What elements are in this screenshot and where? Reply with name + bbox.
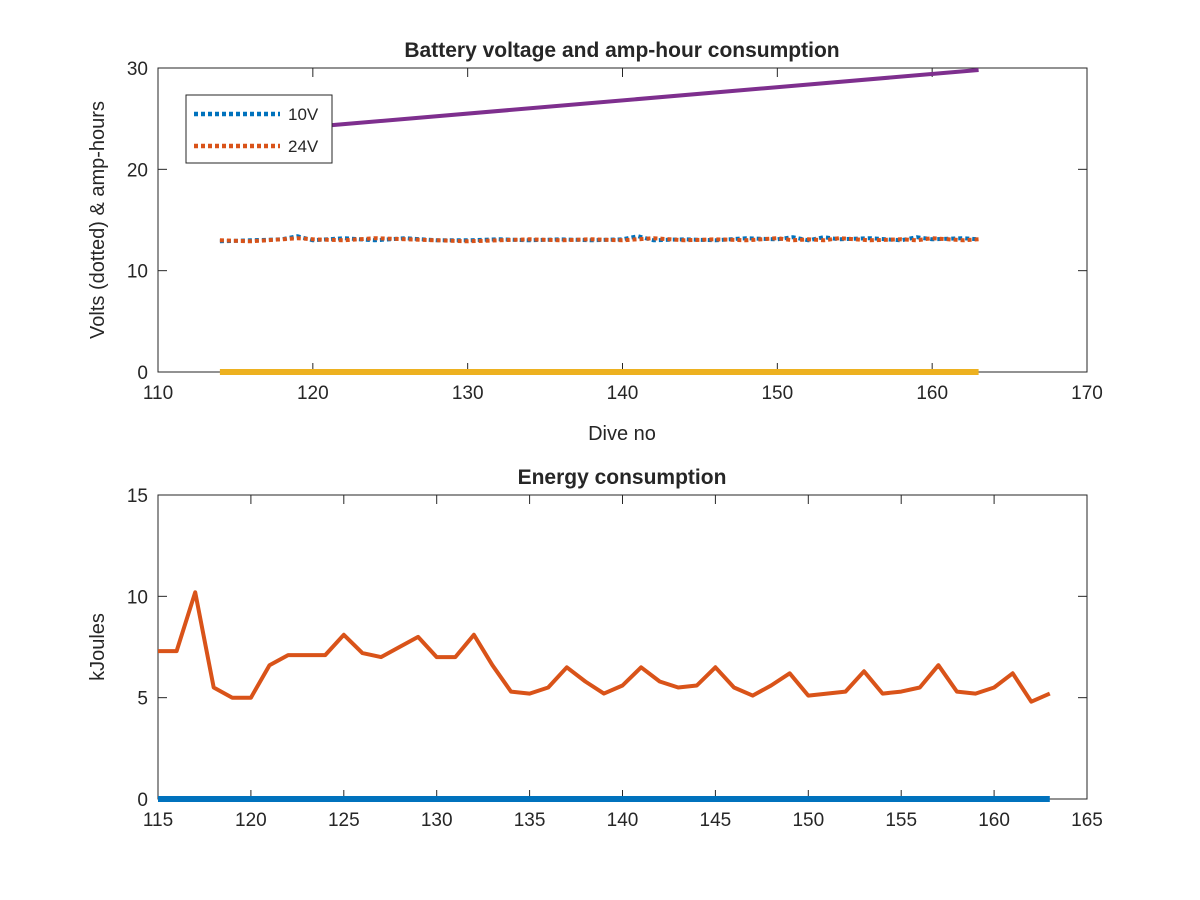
voltage-x-tick-label: 130	[452, 383, 484, 404]
energy-x-tick-label: 155	[885, 810, 917, 831]
voltage-series-line-2	[312, 68, 979, 129]
voltage-series-line-1	[219, 236, 979, 244]
energy-series-line-0	[158, 590, 1051, 704]
voltage-x-tick-label: 140	[607, 383, 639, 404]
voltage-x-tick-label: 120	[297, 383, 329, 404]
energy-x-tick-label: 160	[978, 810, 1010, 831]
energy-chart-title: Energy consumption	[518, 466, 727, 489]
energy-x-tick-label: 145	[700, 810, 732, 831]
voltage-chart-title: Battery voltage and amp-hour consumption	[404, 39, 839, 62]
energy-y-axis-label: kJoules	[87, 613, 109, 681]
legend-label-24v: 24V	[288, 137, 319, 156]
energy-x-tick-label: 125	[328, 810, 360, 831]
energy-series-lines	[158, 590, 1051, 802]
voltage-x-tick-label: 110	[143, 383, 173, 404]
voltage-y-tick-label: 30	[127, 59, 148, 80]
energy-y-tick-label: 10	[127, 587, 148, 608]
legend-box	[185, 94, 333, 164]
voltage-series-line-0	[219, 234, 979, 244]
energy-y-tick-label: 0	[137, 790, 148, 811]
energy-x-tick-label: 165	[1071, 810, 1103, 831]
voltage-x-axis-label: Dive no	[588, 423, 656, 445]
voltage-y-tick-label: 20	[127, 160, 148, 181]
voltage-y-tick-label: 0	[137, 363, 148, 384]
energy-x-tick-label: 130	[421, 810, 453, 831]
energy-x-tick-label: 135	[514, 810, 546, 831]
voltage-chart: Battery voltage and amp-hour consumption…	[87, 39, 1103, 445]
voltage-x-tick-label: 170	[1071, 383, 1103, 404]
voltage-series-lines	[219, 68, 979, 375]
energy-plot-area	[157, 494, 1088, 800]
voltage-legend: 10V 24V	[185, 94, 333, 164]
energy-x-tick-label: 150	[792, 810, 824, 831]
legend-label-10v: 10V	[288, 105, 319, 124]
voltage-y-axis-label: Volts (dotted) & amp-hours	[87, 101, 109, 339]
energy-x-tick-label: 140	[607, 810, 639, 831]
voltage-x-tick-label: 160	[916, 383, 948, 404]
energy-x-tick-label: 120	[235, 810, 267, 831]
energy-y-tick-label: 5	[137, 689, 148, 710]
energy-axis-ticks: 115 120 125 130 135 140 145 150 155 160 165 0 5 10 15	[127, 486, 1103, 831]
voltage-x-tick-label: 150	[761, 383, 793, 404]
energy-y-tick-label: 15	[127, 486, 148, 507]
energy-chart: Energy consumption kJoules 115 120 125 130 1…	[87, 466, 1103, 831]
energy-x-tick-label: 115	[143, 810, 173, 831]
voltage-y-tick-label: 10	[127, 262, 148, 283]
